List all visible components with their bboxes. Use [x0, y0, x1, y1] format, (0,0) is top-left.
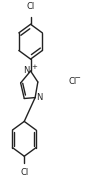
Text: N: N: [23, 66, 29, 75]
Text: −: −: [74, 75, 80, 81]
Text: +: +: [31, 64, 37, 70]
Text: Cl: Cl: [20, 168, 28, 177]
Text: Cl: Cl: [26, 2, 35, 11]
Text: Cl: Cl: [69, 77, 77, 86]
Text: N: N: [37, 93, 43, 102]
